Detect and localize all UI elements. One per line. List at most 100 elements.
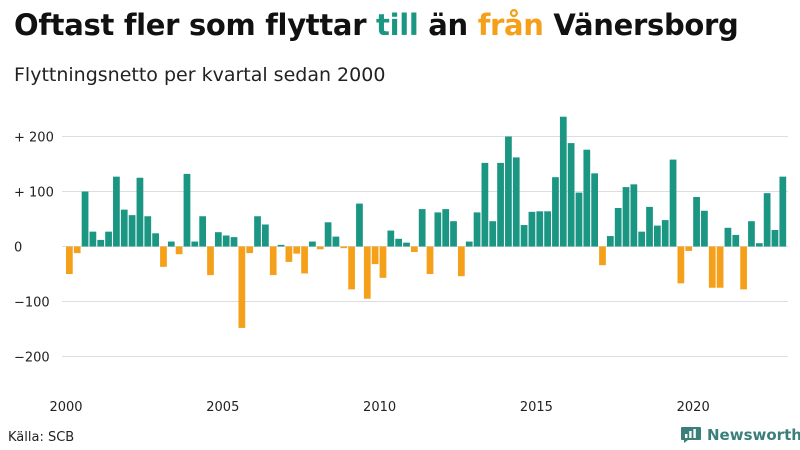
- bar: [442, 209, 450, 247]
- bar: [512, 157, 520, 247]
- bar: [740, 246, 747, 290]
- bar: [426, 246, 434, 274]
- bar: [222, 235, 230, 247]
- bar: [175, 246, 183, 255]
- chart-subtitle: Flyttningsnetto per kvartal sedan 2000: [14, 64, 386, 86]
- bar: [771, 230, 779, 247]
- bar: [638, 231, 646, 247]
- bar: [755, 243, 763, 247]
- bar: [732, 234, 740, 247]
- bar: [465, 241, 473, 247]
- bar: [144, 216, 152, 247]
- bar: [285, 246, 293, 262]
- bar: [567, 143, 575, 247]
- bar: [591, 173, 599, 247]
- bar: [410, 246, 418, 252]
- bar: [73, 246, 81, 254]
- y-tick-label: + 200: [14, 131, 54, 146]
- bar: [379, 246, 387, 278]
- bar: [293, 246, 301, 254]
- bar: [552, 177, 559, 247]
- bar: [214, 232, 222, 247]
- bar: [332, 236, 340, 247]
- bar: [254, 216, 261, 247]
- bar: [473, 212, 481, 247]
- source-note: Källa: SCB: [8, 430, 75, 445]
- y-tick-label: −200: [14, 351, 50, 366]
- bar: [403, 242, 410, 247]
- bar: [363, 246, 371, 299]
- title-part-3: än: [418, 8, 478, 42]
- bar: [269, 246, 277, 276]
- bar: [685, 246, 693, 251]
- bar: [230, 237, 238, 247]
- x-tick-label: 2010: [363, 400, 396, 415]
- brand-name: Newsworthy: [707, 426, 800, 444]
- bar: [309, 241, 316, 247]
- title-part-1: Oftast fler som flyttar: [14, 8, 376, 42]
- x-tick-label: 2005: [206, 400, 239, 415]
- bar: [434, 212, 442, 247]
- y-tick-label: + 100: [14, 186, 54, 201]
- bar: [113, 176, 120, 247]
- bar: [167, 241, 175, 247]
- bar: [301, 246, 308, 274]
- bar: [646, 206, 653, 247]
- bar: [481, 162, 489, 247]
- bar: [458, 246, 465, 277]
- title-part-2: till: [376, 8, 419, 42]
- bar: [371, 246, 379, 265]
- bar: [81, 191, 89, 247]
- bar: [136, 177, 144, 247]
- bar: [152, 233, 159, 247]
- bar: [489, 221, 497, 247]
- bar: [630, 184, 638, 247]
- y-tick-label: −100: [14, 296, 50, 311]
- bar: [724, 227, 732, 247]
- bar-chart-logo-icon: [681, 427, 701, 443]
- bar: [128, 215, 136, 247]
- bar: [356, 203, 363, 247]
- bar: [89, 231, 97, 247]
- bar: [622, 187, 630, 247]
- bar: [583, 149, 591, 247]
- brand-logo: Newsworthy: [680, 426, 800, 444]
- bar: [246, 246, 254, 254]
- bar: [199, 216, 207, 247]
- bar: [418, 209, 426, 247]
- bar: [779, 176, 787, 247]
- bar: [575, 192, 583, 247]
- bar: [536, 211, 544, 247]
- x-tick-label: 2015: [520, 400, 553, 415]
- bar: [277, 244, 285, 247]
- bar: [701, 210, 708, 247]
- bar: [316, 246, 324, 250]
- bar: [528, 211, 536, 247]
- bar: [606, 236, 614, 247]
- bar: [599, 246, 606, 266]
- bar: [387, 230, 395, 247]
- bar: [661, 220, 669, 247]
- bar: [262, 224, 269, 247]
- bar: [505, 136, 512, 247]
- bar: [708, 246, 716, 288]
- bar: [66, 246, 73, 274]
- bar: [497, 162, 504, 247]
- bar: [97, 239, 105, 247]
- bar: [450, 221, 457, 247]
- bar: [105, 231, 112, 247]
- bar: [614, 208, 622, 247]
- x-tick-label: 2000: [49, 400, 82, 415]
- bar: [677, 246, 685, 284]
- bar: [716, 246, 724, 288]
- bar: [520, 225, 528, 247]
- y-tick-label: 0: [14, 241, 22, 256]
- bar: [693, 197, 700, 247]
- bar: [340, 246, 348, 249]
- x-tick-label: 2020: [677, 400, 710, 415]
- bar: [183, 173, 191, 247]
- bar: [748, 221, 755, 247]
- title-part-4: från: [477, 8, 544, 42]
- bar: [395, 238, 403, 247]
